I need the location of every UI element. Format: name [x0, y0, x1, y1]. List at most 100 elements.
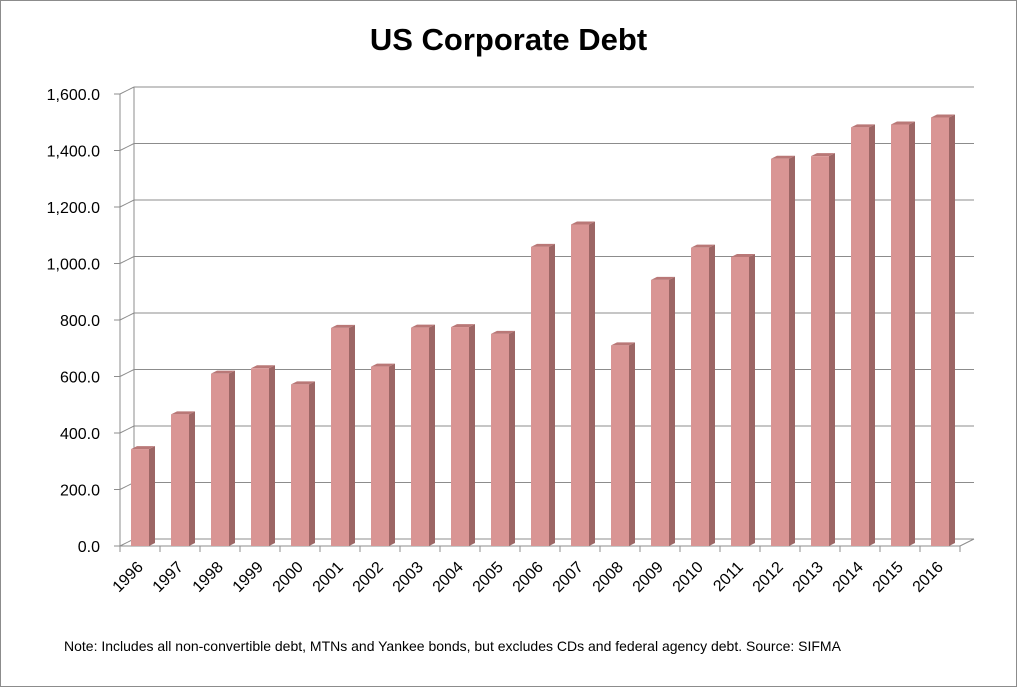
bar-top — [331, 324, 355, 328]
bar-side — [149, 446, 155, 546]
floor-right-edge — [959, 538, 975, 547]
bar-side — [349, 324, 355, 546]
bar-side — [229, 370, 235, 546]
bar-front — [211, 373, 229, 546]
bar-side — [789, 155, 795, 546]
bar-side — [909, 121, 915, 546]
bar-2005 — [491, 330, 515, 546]
gridline-depth — [119, 143, 135, 151]
y-tick-label: 200.0 — [60, 483, 100, 500]
bar-front — [811, 156, 829, 546]
bar-2002 — [371, 363, 395, 546]
bar-side — [509, 330, 515, 546]
bar-1996 — [131, 446, 155, 546]
x-tick-labels: 1996 1997 1998 1999 2000 2001 2002 2003 2004 2005… — [110, 559, 947, 596]
bar-2001 — [331, 324, 355, 546]
bar-top — [371, 363, 395, 367]
bar-side — [309, 381, 315, 546]
x-tick-label: 2014 — [830, 559, 867, 596]
bar-top — [891, 121, 915, 125]
x-tick-label: 1996 — [110, 559, 147, 596]
bar-front — [851, 127, 869, 547]
bar-top — [571, 221, 595, 225]
bar-top — [211, 370, 235, 374]
bar-side — [549, 243, 555, 546]
bar-side — [869, 124, 875, 547]
y-tick-label: 400.0 — [60, 426, 100, 443]
gridline-depth — [119, 312, 135, 321]
x-tick-label: 2003 — [390, 559, 427, 596]
bar-2012 — [771, 155, 795, 546]
gridline-depth — [119, 86, 135, 95]
bar-2008 — [611, 342, 635, 546]
chart-note: Note: Includes all non-convertible debt,… — [64, 638, 841, 654]
x-tick-label: 1999 — [230, 559, 267, 596]
bar-side — [589, 221, 595, 546]
bar-2004 — [451, 324, 475, 546]
bar-1999 — [251, 365, 275, 546]
bar-2006 — [531, 243, 555, 546]
x-tick-label: 2006 — [510, 559, 547, 596]
bar-2016 — [931, 114, 955, 546]
bar-side — [469, 324, 475, 546]
bar-top — [611, 342, 635, 346]
bar-side — [669, 276, 675, 546]
bars — [131, 114, 955, 547]
bar-side — [829, 153, 835, 546]
bar-top — [451, 324, 475, 328]
bar-front — [691, 247, 709, 546]
x-tick-label: 2013 — [790, 559, 827, 596]
y-tick-label: 1,400.0 — [47, 144, 100, 161]
bar-top — [251, 365, 275, 369]
bar-front — [451, 327, 469, 546]
x-tick-label: 2005 — [470, 559, 507, 596]
bar-top — [411, 324, 435, 328]
bar-front — [611, 345, 629, 546]
x-tick-label: 2010 — [670, 559, 707, 596]
chart-title: US Corporate Debt — [369, 22, 648, 57]
bar-1998 — [211, 370, 235, 546]
bar-front — [331, 327, 349, 546]
bar-front — [531, 246, 549, 546]
gridline-depth — [119, 425, 135, 434]
bar-top — [651, 276, 675, 280]
x-tick-label: 2004 — [430, 559, 467, 596]
x-tick-label: 1997 — [150, 559, 187, 596]
bar-top — [491, 330, 515, 334]
x-tick-label: 2008 — [590, 559, 627, 596]
bar-2015 — [891, 121, 915, 546]
x-tick-label: 2015 — [870, 559, 907, 596]
x-tick-label: 2000 — [270, 559, 307, 596]
bar-1997 — [171, 411, 195, 546]
bar-side — [189, 411, 195, 546]
bar-2007 — [571, 221, 595, 546]
bar-front — [171, 414, 189, 546]
y-tick-label: 600.0 — [60, 370, 100, 387]
x-tick-label: 2009 — [630, 559, 667, 596]
bar-front — [571, 224, 589, 546]
x-tick-label: 2007 — [550, 559, 587, 596]
bar-front — [651, 279, 669, 546]
bar-2010 — [691, 244, 715, 546]
bar-top — [531, 243, 555, 247]
bar-side — [429, 324, 435, 546]
bar-top — [931, 114, 955, 118]
bar-2009 — [651, 276, 675, 546]
bar-front — [291, 384, 309, 546]
bar-front — [771, 158, 789, 546]
bar-top — [131, 446, 155, 450]
bar-side — [629, 342, 635, 546]
bar-top — [811, 153, 835, 157]
bar-2011 — [731, 254, 755, 546]
x-tick-label: 1998 — [190, 559, 227, 596]
y-tick-label: 1,600.0 — [47, 87, 100, 104]
y-tick-label: 1,000.0 — [47, 257, 100, 274]
x-tick-label: 2016 — [910, 559, 947, 596]
gridline-depth — [119, 256, 135, 264]
bar-top — [771, 155, 795, 159]
y-tick-label: 0.0 — [78, 539, 100, 556]
y-tick-labels: 0.0 200.0 400.0 600.0 800.0 1,000.0 1,200.0 1,4… — [47, 87, 100, 556]
x-tick-label: 2001 — [310, 559, 347, 596]
bar-top — [691, 244, 715, 248]
